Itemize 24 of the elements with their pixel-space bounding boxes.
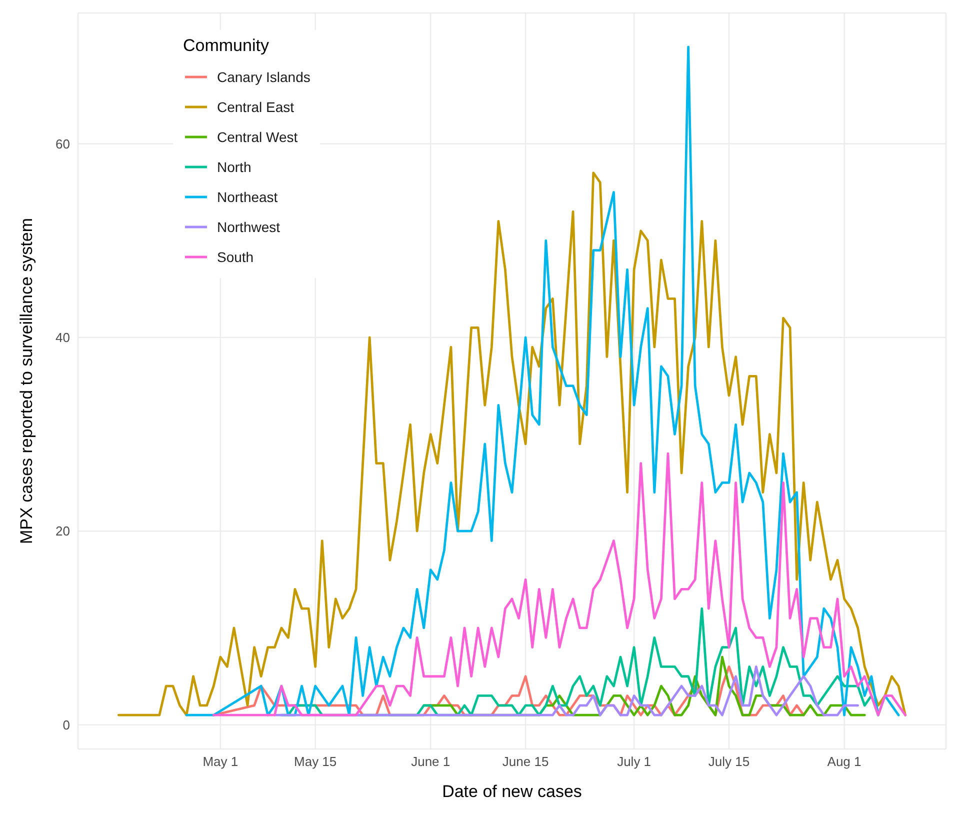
x-tick-label: July 15	[708, 754, 750, 770]
line-series	[273, 665, 860, 716]
line-series	[117, 172, 907, 716]
legend-label: Central West	[217, 129, 298, 145]
x-axis-title: Date of new cases	[442, 782, 582, 801]
x-tick-label: May 15	[294, 754, 337, 770]
x-tick-label: June 15	[502, 754, 549, 770]
x-tick-label: June 1	[411, 754, 450, 770]
legend-label: Canary Islands	[217, 69, 310, 85]
legend-label: Central East	[217, 99, 294, 115]
x-tick-label: Aug 1	[827, 754, 862, 770]
legend-title: Community	[183, 36, 270, 56]
y-tick-label: 60	[56, 136, 70, 152]
legend-label: Northwest	[217, 219, 280, 235]
legend-label: Northeast	[217, 189, 278, 205]
x-tick-label: May 1	[202, 754, 238, 770]
legend-label: North	[217, 159, 252, 175]
y-tick-label: 40	[56, 330, 70, 346]
legend-label: South	[217, 249, 254, 265]
y-tick-label: 0	[62, 717, 70, 732]
y-tick-label: 20	[56, 524, 70, 539]
y-axis-title: MPX cases reported to surveillance system	[17, 218, 36, 544]
line-series	[212, 452, 907, 716]
x-tick-label: July 1	[617, 754, 652, 770]
